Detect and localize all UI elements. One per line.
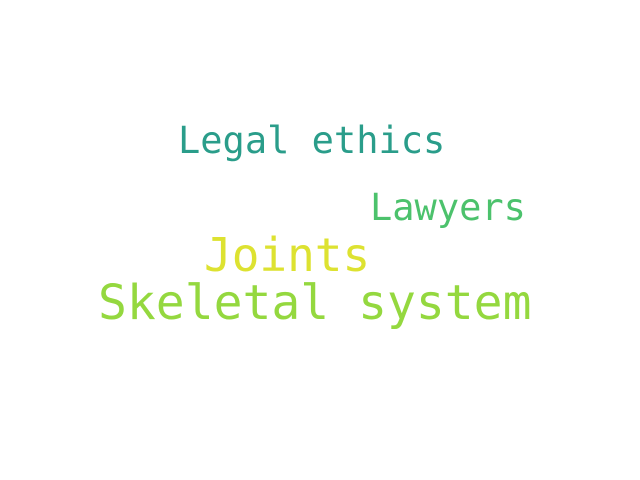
word-lawyers: Lawyers xyxy=(370,186,526,229)
word-joints: Joints xyxy=(204,228,371,282)
word-skeletal-system: Skeletal system xyxy=(98,275,532,331)
word-legal-ethics: Legal ethics xyxy=(178,119,446,162)
